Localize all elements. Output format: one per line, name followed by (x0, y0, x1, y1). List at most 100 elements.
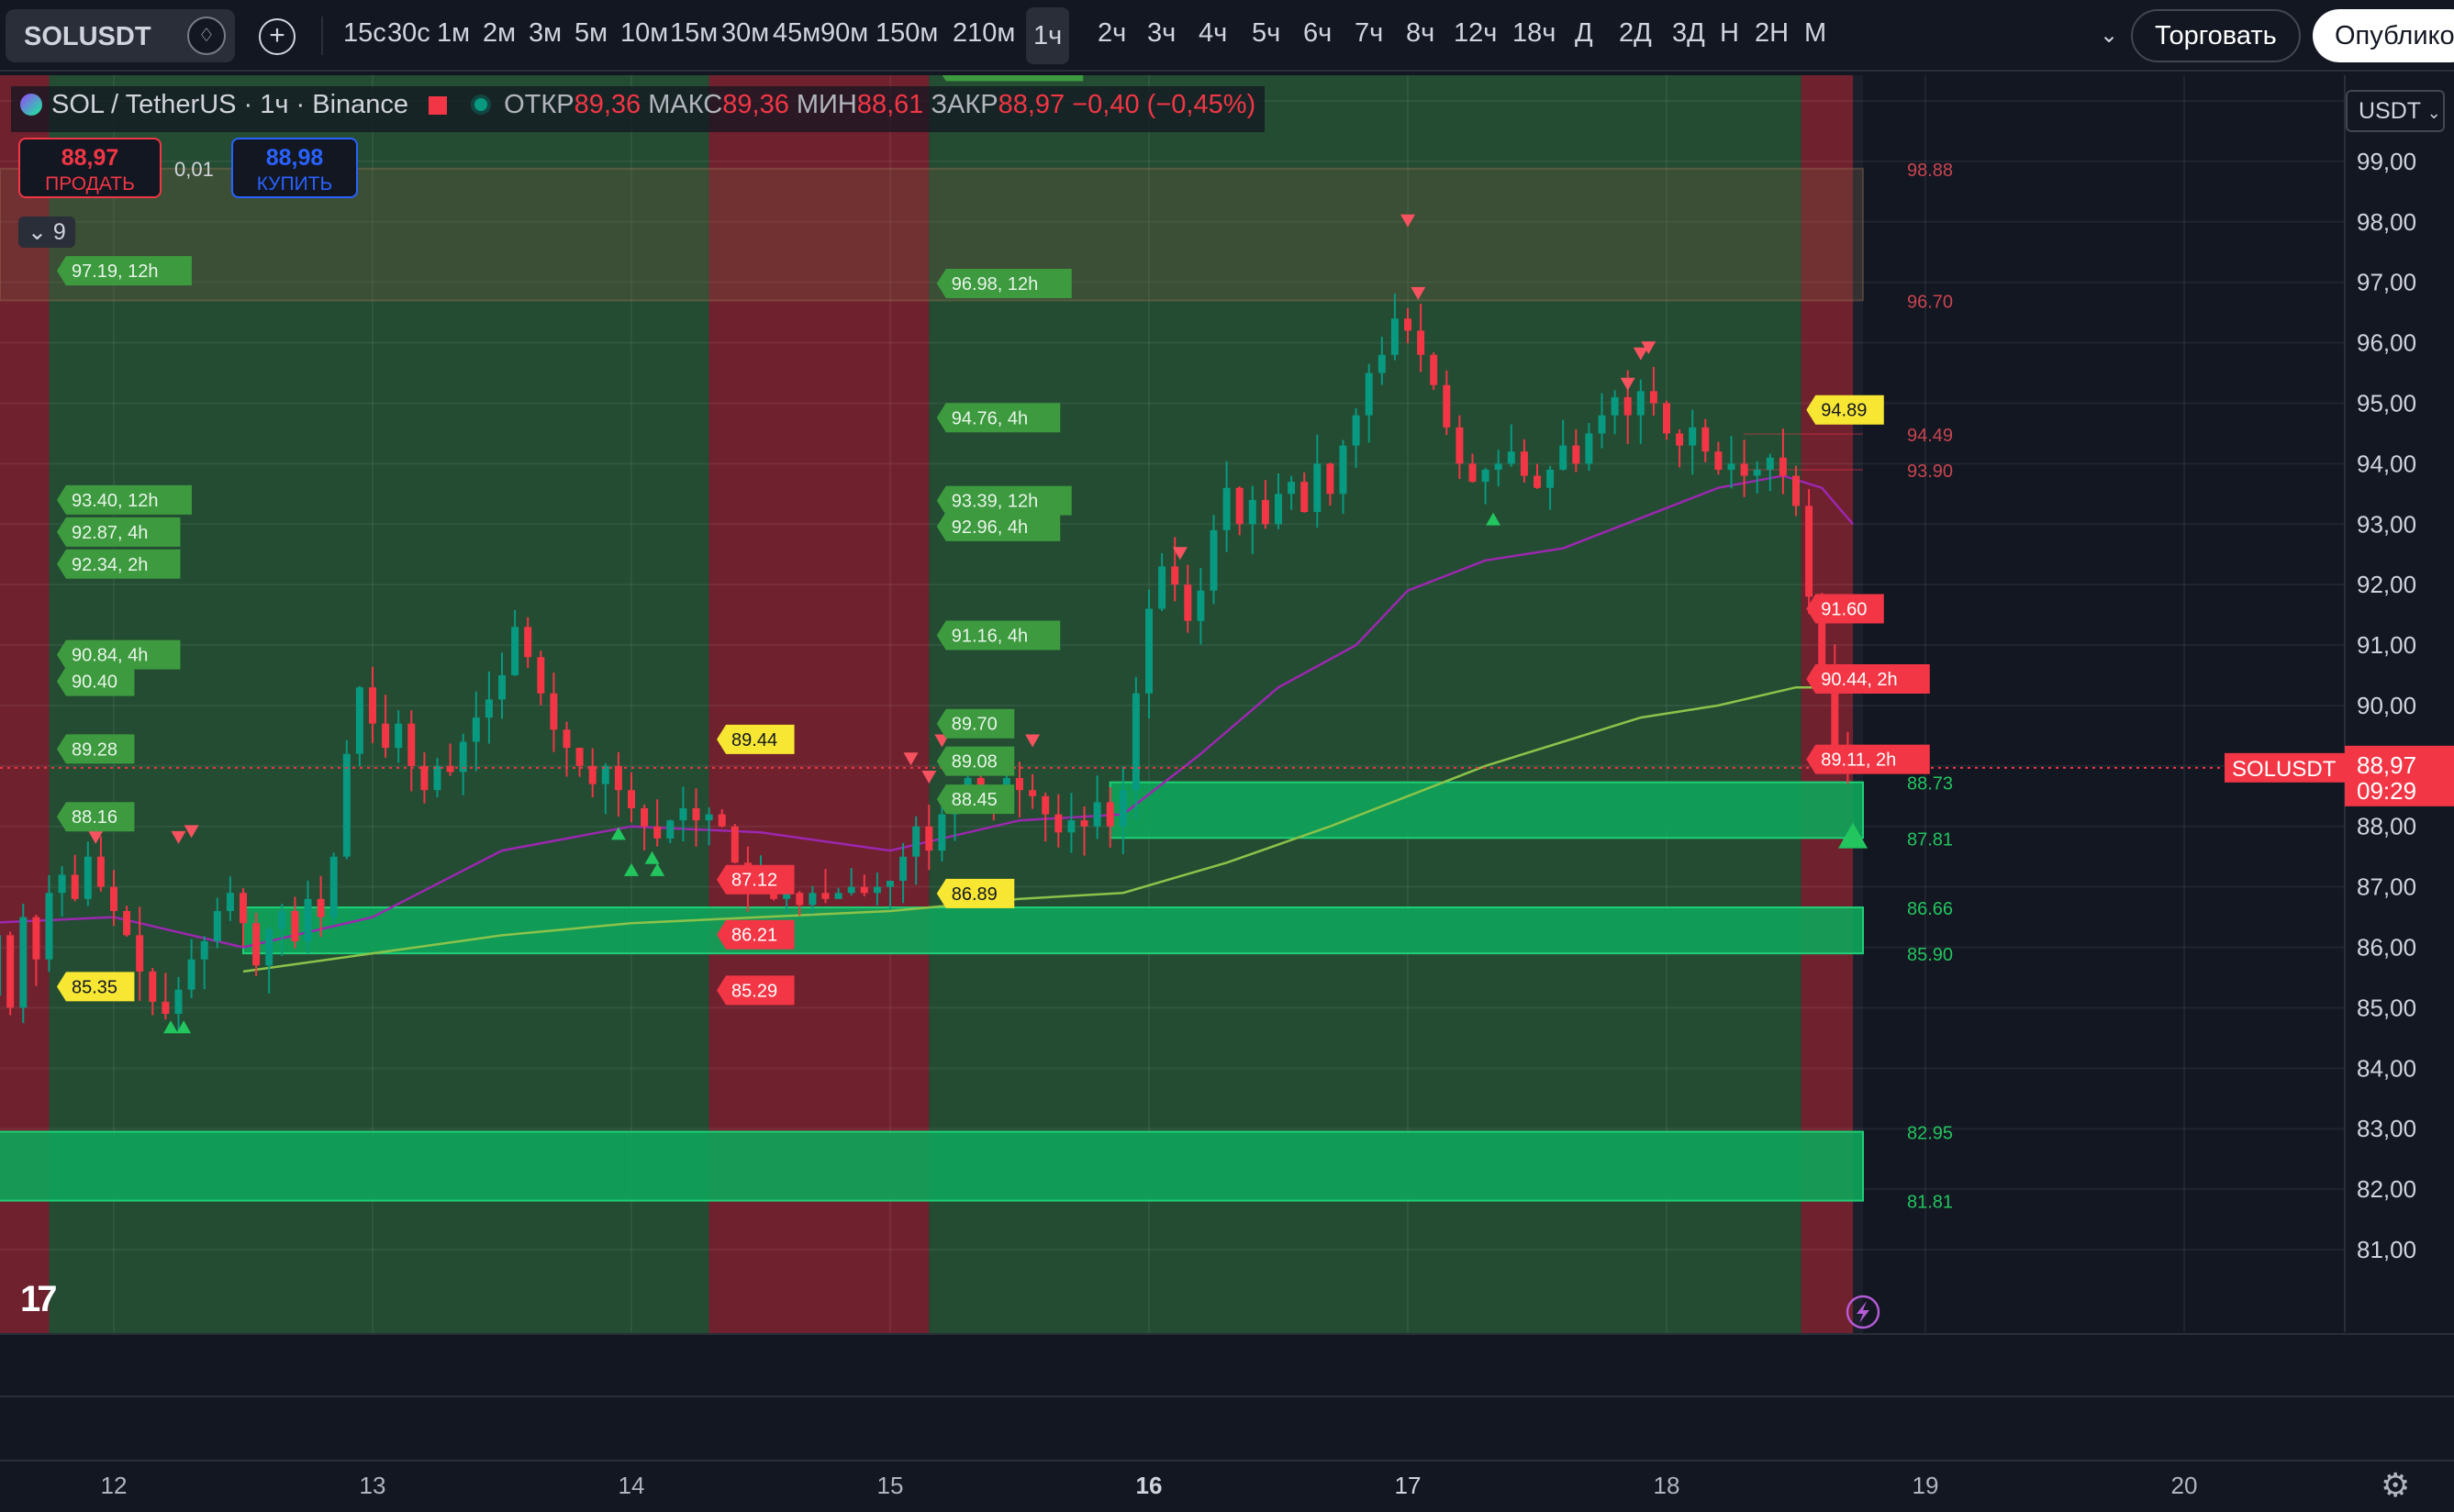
candle-body (873, 886, 881, 894)
candle-body (1753, 469, 1761, 476)
candle-body (550, 693, 558, 730)
timeframe-0[interactable]: 15с (343, 18, 386, 48)
indicators-toggle[interactable]: ⌄ 9 (18, 217, 75, 248)
timeframe-17[interactable]: 5ч (1252, 18, 1281, 48)
candle-body (355, 687, 363, 754)
candle-body (718, 814, 726, 827)
trade-button[interactable]: Торговать (2131, 9, 2301, 62)
candle-body (925, 826, 933, 851)
candle-body (1029, 790, 1037, 796)
timeframe-7[interactable]: 15м (670, 18, 719, 48)
last-price-value: 88,97 (2357, 751, 2416, 779)
timeframe-8[interactable]: 30м (721, 18, 770, 48)
buy-button[interactable]: 88,98 КУПИТЬ (231, 138, 358, 198)
time-axis-tick: 19 (1913, 1472, 1939, 1499)
candle-body (860, 886, 868, 894)
tradingview-logo-icon[interactable]: 17 (20, 1279, 57, 1319)
candle-body (1649, 391, 1657, 404)
symbol-search-button[interactable]: SOLUSDT ♢ (6, 9, 235, 62)
timeframe-14[interactable]: 2ч (1098, 18, 1127, 48)
price-chart[interactable]: 98.88 96.70 94.49 93.90 88.73 87.81 86.66 85.90… (0, 75, 2454, 1512)
timeframe-12[interactable]: 210м (953, 18, 1016, 48)
time-axis-tick: 17 (1395, 1472, 1422, 1499)
candle-body (601, 765, 609, 784)
candle-body (1378, 354, 1386, 373)
timeframe-5[interactable]: 5м (574, 18, 608, 48)
candle-body (1546, 469, 1555, 488)
candle-body (1158, 566, 1166, 609)
candle-body (32, 917, 40, 960)
candle-body (847, 886, 855, 894)
chart-area[interactable]: 98.88 96.70 94.49 93.90 88.73 87.81 86.66 85.90… (0, 75, 2454, 1512)
currency-select[interactable]: USDT ⌄ (2346, 90, 2445, 132)
level-label-low: 96.70 (1907, 292, 1953, 312)
timeframe-28[interactable]: М (1804, 18, 1827, 48)
price-tag-label: 92.34, 2h (72, 555, 148, 575)
candle-body (1456, 427, 1464, 464)
candle-body (1636, 391, 1645, 416)
candle-body (123, 910, 131, 936)
timeframe-19[interactable]: 7ч (1355, 18, 1384, 48)
price-tag-label: 85.35 (72, 977, 117, 997)
timeframe-20[interactable]: 8ч (1406, 18, 1435, 48)
timeframe-10[interactable]: 90м (820, 18, 869, 48)
market-open-icon (474, 98, 488, 111)
timeframe-26[interactable]: Н (1720, 18, 1739, 48)
compare-add-icon[interactable]: + (259, 18, 296, 55)
timeframe-22[interactable]: 18ч (1512, 18, 1556, 48)
candle-body (1779, 457, 1787, 476)
timeframe-2[interactable]: 1м (437, 18, 471, 48)
candle-body (1507, 451, 1515, 464)
timeframe-4[interactable]: 3м (529, 18, 563, 48)
zone-label-low: 81.81 (1907, 1193, 1953, 1213)
candle-body (1132, 693, 1140, 791)
candle-body (420, 765, 429, 791)
price-tag (56, 734, 135, 764)
candle-body (1352, 415, 1360, 446)
timeframe-11[interactable]: 150м (876, 18, 939, 48)
timeframe-21[interactable]: 12ч (1454, 18, 1498, 48)
timeframe-27[interactable]: 2Н (1755, 18, 1790, 48)
price-tag-label: 92.96, 4h (952, 517, 1028, 538)
buy-signal-marker (1486, 512, 1501, 526)
diamond-icon[interactable]: ♢ (187, 17, 226, 55)
time-axis[interactable] (0, 1334, 2454, 1512)
flag-icon[interactable] (429, 96, 448, 115)
candle-body (1417, 330, 1425, 355)
timeframe-23[interactable]: Д (1575, 18, 1593, 48)
level-label: 94.49 (1907, 426, 1953, 446)
timeframe-3[interactable]: 2м (483, 18, 517, 48)
publish-button[interactable]: Опублико (2313, 9, 2454, 62)
gear-icon[interactable]: ⚙ (2381, 1466, 2411, 1504)
candle-body (1805, 506, 1813, 597)
candle-body (575, 748, 584, 766)
chevron-down-icon[interactable]: ⌄ (2100, 23, 2119, 48)
candle-body (485, 699, 493, 718)
price-axis-tick: 93,00 (2357, 510, 2416, 538)
level-label: 93.90 (1907, 461, 1953, 482)
price-tag (56, 639, 181, 670)
price-axis[interactable] (2345, 75, 2454, 1332)
timeframe-6[interactable]: 10м (620, 18, 669, 48)
timeframe-18[interactable]: 6ч (1303, 18, 1333, 48)
zone-label-high: 86.66 (1907, 899, 1953, 919)
sell-signal-marker (1620, 377, 1635, 391)
price-tag (717, 724, 795, 754)
sell-signal-marker (184, 825, 199, 839)
buy-label: КУПИТЬ (256, 173, 333, 195)
level-label-high: 98.88 (1907, 161, 1953, 181)
timeframe-24[interactable]: 2Д (1619, 18, 1652, 48)
price-tag (936, 878, 1015, 908)
timeframe-25[interactable]: 3Д (1672, 18, 1705, 48)
timeframe-9[interactable]: 45м (773, 18, 821, 48)
candle-body (1339, 445, 1347, 495)
lightning-icon[interactable] (1846, 1295, 1880, 1329)
candle-body (1093, 802, 1101, 827)
timeframe-1[interactable]: 30с (387, 18, 430, 48)
legend-title[interactable]: SOL / TetherUS · 1ч · Binance (51, 90, 409, 119)
timeframe-13[interactable]: 1ч (1026, 7, 1070, 64)
sell-button[interactable]: 88,97 ПРОДАТЬ (18, 138, 162, 198)
timeframe-16[interactable]: 4ч (1199, 18, 1228, 48)
timeframe-15[interactable]: 3ч (1147, 18, 1177, 48)
candle-body (1727, 463, 1735, 470)
